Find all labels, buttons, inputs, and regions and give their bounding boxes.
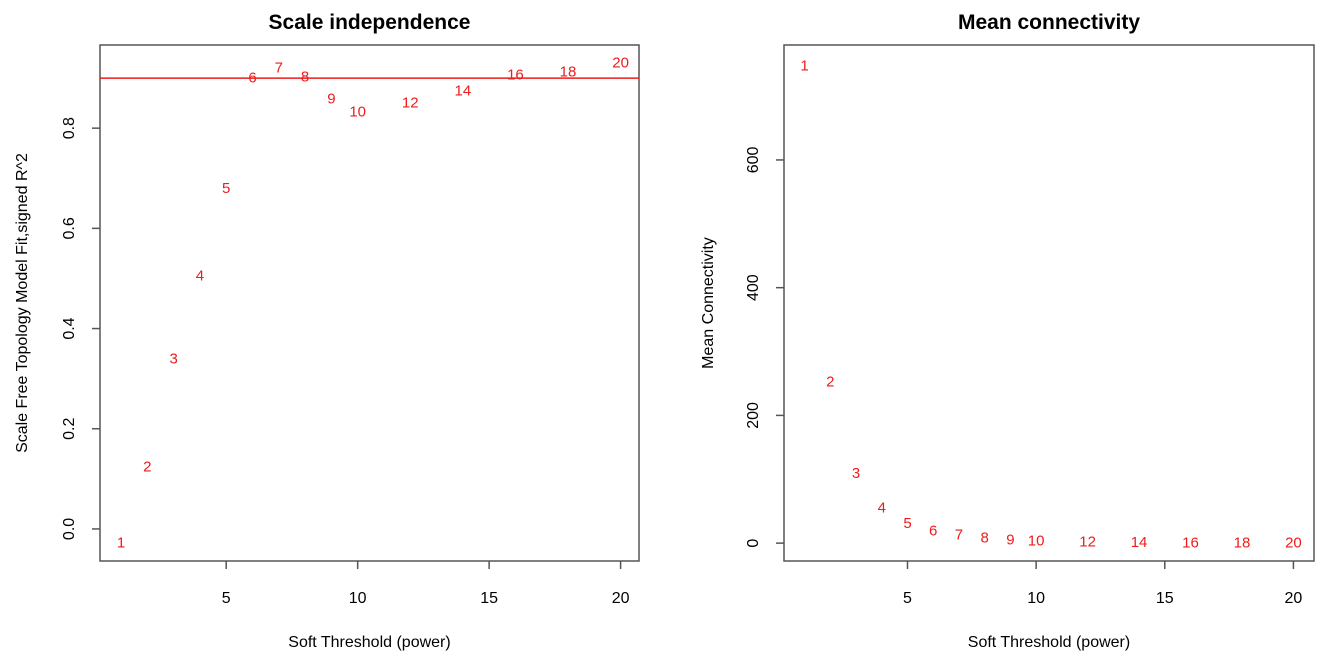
y-tick-label: 600 [745,147,762,174]
x-axis: 5 10 15 20 [222,561,630,607]
x-axis-title: Soft Threshold (power) [288,634,450,651]
data-point-power-6: 6 [929,522,937,539]
y-tick-label: 0 [745,539,762,548]
data-point-power-7: 7 [955,527,963,544]
x-axis-title: Soft Threshold (power) [968,634,1130,651]
data-point-power-8: 8 [981,530,989,547]
data-point-power-1: 1 [800,58,808,75]
data-point-power-4: 4 [878,499,886,516]
data-point-power-7: 7 [275,60,283,77]
y-tick-label: 0.0 [61,518,78,540]
y-tick-label: 0.8 [61,117,78,139]
x-tick-label: 5 [903,590,912,607]
plot-frame [99,44,640,562]
y-tick-label: 0.6 [61,217,78,239]
data-point-power-6: 6 [248,70,256,87]
data-point-power-8: 8 [301,69,309,86]
data-point-power-12: 12 [402,95,419,112]
y-axis: 0.0 0.2 0.4 0.6 0.8 [61,117,100,540]
data-point-power-14: 14 [1131,534,1148,551]
data-point-power-16: 16 [1182,534,1199,551]
data-point-power-20: 20 [1285,534,1302,551]
data-point-power-2: 2 [826,374,834,391]
y-axis-title: Mean Connectivity [700,237,717,369]
chart-title: Mean connectivity [958,11,1140,34]
y-tick-label: 0.2 [61,418,78,440]
x-tick-label: 10 [1027,590,1045,607]
data-point-power-10: 10 [349,104,366,121]
data-point-power-5: 5 [222,180,230,197]
data-point-power-4: 4 [196,267,204,284]
data-point-power-1: 1 [117,534,125,551]
y-tick-label: 200 [745,402,762,429]
x-tick-label: 15 [480,590,498,607]
data-point-power-12: 12 [1079,534,1096,551]
data-point-power-14: 14 [454,83,471,100]
x-tick-label: 20 [612,590,630,607]
data-point-power-2: 2 [143,458,151,475]
data-point-power-16: 16 [507,67,524,84]
x-tick-label: 15 [1156,590,1174,607]
scale-independence-panel: Scale independence Soft Threshold (power… [14,11,640,651]
data-point-power-10: 10 [1028,533,1045,550]
data-point-power-9: 9 [327,91,335,108]
data-point-power-9: 9 [1006,531,1014,548]
y-tick-label: 0.4 [61,317,78,339]
x-axis: 5 10 15 20 [903,561,1302,607]
x-tick-label: 10 [349,590,367,607]
data-point-power-5: 5 [903,515,911,532]
data-point-power-18: 18 [560,64,577,81]
x-tick-label: 5 [222,590,231,607]
x-tick-label: 20 [1285,590,1303,607]
y-axis-title: Scale Free Topology Model Fit,signed R^2 [14,153,31,453]
data-point-power-3: 3 [852,465,860,482]
chart-title: Scale independence [269,11,471,34]
y-tick-label: 400 [745,274,762,301]
data-point-power-18: 18 [1234,534,1251,551]
plot-frame [783,44,1315,562]
mean-connectivity-panel: Mean connectivity Soft Threshold (power)… [700,11,1315,651]
data-point-power-3: 3 [169,351,177,368]
y-axis: 0 200 400 600 [745,147,784,548]
data-point-power-20: 20 [612,55,629,72]
